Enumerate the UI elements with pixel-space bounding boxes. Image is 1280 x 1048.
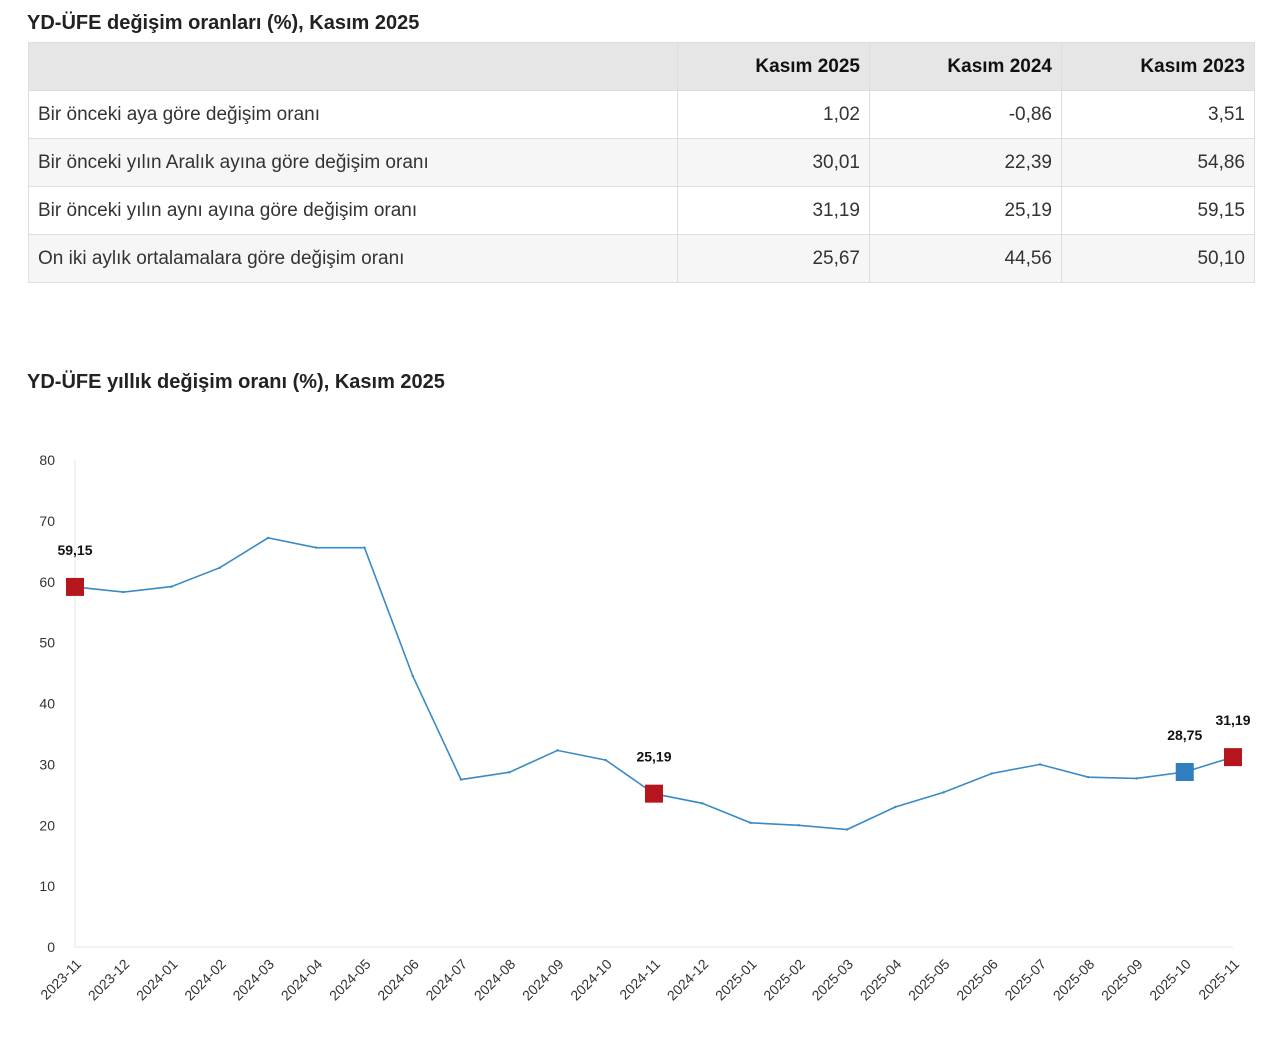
x-tick-label: 2025-07 — [1001, 956, 1049, 1004]
series-point — [1087, 775, 1090, 779]
series-point — [749, 821, 752, 825]
y-tick-label: 20 — [39, 817, 55, 833]
data-label: 25,19 — [636, 749, 671, 765]
x-tick-label: 2024-05 — [326, 956, 374, 1004]
x-tick-label: 2025-04 — [857, 956, 905, 1004]
data-label: 59,15 — [57, 542, 92, 558]
table-cell: 59,15 — [1061, 186, 1255, 235]
table-cell: 22,39 — [869, 138, 1062, 187]
y-tick-label: 40 — [39, 696, 55, 712]
series-point — [701, 802, 704, 805]
x-tick-label: 2024-11 — [616, 956, 663, 1003]
header-cell-kasim-2025: Kasım 2025 — [677, 42, 870, 91]
table-cell: 3,51 — [1061, 90, 1255, 139]
series-point — [411, 674, 414, 678]
series-point — [604, 758, 607, 762]
y-tick-label: 10 — [39, 878, 55, 894]
row-label: Bir önceki yılın Aralık ayına göre değiş… — [28, 138, 678, 187]
x-tick-label: 2024-07 — [422, 956, 470, 1004]
y-tick-label: 70 — [39, 513, 55, 529]
table-row: Bir önceki aya göre değişim oranı 1,02 -… — [28, 90, 1255, 139]
series-point — [556, 749, 559, 752]
x-tick-label: 2025-10 — [1146, 956, 1194, 1004]
highlight-marker — [1224, 748, 1242, 767]
highlight-marker — [1175, 762, 1194, 781]
y-tick-label: 30 — [39, 756, 55, 772]
x-tick-label: 2025-01 — [712, 956, 760, 1004]
x-tick-label: 2024-06 — [374, 956, 422, 1004]
row-label: Bir önceki yılın aynı ayına göre değişim… — [28, 186, 678, 235]
y-tick-label: 80 — [39, 452, 55, 468]
rates-table: Kasım 2025 Kasım 2024 Kasım 2023 Bir önc… — [28, 42, 1255, 283]
table-cell: 25,19 — [869, 186, 1062, 235]
x-tick-label: 2024-03 — [229, 956, 277, 1004]
table-cell: 25,67 — [677, 234, 870, 283]
row-label: On iki aylık ortalamalara göre değişim o… — [28, 234, 678, 283]
x-tick-label: 2025-03 — [808, 956, 856, 1004]
table-row: Bir önceki yılın aynı ayına göre değişim… — [28, 186, 1255, 235]
x-tick-label: 2025-11 — [1195, 956, 1242, 1003]
table-cell: 54,86 — [1061, 138, 1255, 187]
x-tick-label: 2024-10 — [567, 956, 615, 1004]
series-point — [990, 772, 993, 775]
x-tick-label: 2023-12 — [85, 956, 133, 1004]
series-point — [845, 828, 849, 831]
x-tick-label: 2025-09 — [1098, 956, 1146, 1004]
series-point — [266, 536, 270, 540]
header-cell-kasim-2023: Kasım 2023 — [1061, 42, 1255, 91]
x-tick-label: 2024-08 — [471, 956, 519, 1004]
table-title: YD-ÜFE değişim oranları (%), Kasım 2025 — [27, 12, 420, 34]
table-row: On iki aylık ortalamalara göre değişim o… — [28, 234, 1255, 283]
x-tick-label: 2024-01 — [133, 956, 181, 1004]
y-tick-label: 60 — [39, 574, 55, 590]
table-cell: 50,10 — [1061, 234, 1255, 283]
x-tick-label: 2024-04 — [278, 956, 326, 1004]
x-tick-label: 2025-08 — [1050, 956, 1098, 1004]
y-tick-label: 50 — [39, 635, 55, 651]
series-point — [1135, 777, 1138, 780]
series-point — [797, 824, 800, 827]
highlight-marker — [66, 577, 84, 596]
series-point — [894, 805, 897, 809]
header-cell-empty — [28, 42, 678, 91]
row-label: Bir önceki aya göre değişim oranı — [28, 90, 678, 139]
x-tick-label: 2025-02 — [760, 956, 808, 1004]
table-cell: 44,56 — [869, 234, 1062, 283]
x-tick-label: 2025-06 — [953, 956, 1001, 1004]
series-point — [170, 585, 173, 588]
table-header-row: Kasım 2025 Kasım 2024 Kasım 2023 — [28, 42, 1255, 91]
series-point — [942, 791, 945, 794]
table-cell: 31,19 — [677, 186, 870, 235]
data-label: 31,19 — [1215, 712, 1250, 728]
x-tick-label: 2025-05 — [905, 956, 953, 1004]
highlight-marker — [645, 784, 663, 803]
chart-title: YD-ÜFE yıllık değişim oranı (%), Kasım 2… — [27, 371, 445, 393]
x-tick-label: 2024-09 — [519, 956, 567, 1004]
series-point — [1038, 763, 1042, 766]
table-cell: -0,86 — [869, 90, 1062, 139]
x-tick-label: 2024-02 — [181, 956, 229, 1004]
series-point — [363, 546, 366, 549]
series-point — [218, 566, 221, 569]
series-point — [315, 546, 318, 549]
table-cell: 30,01 — [677, 138, 870, 187]
y-tick-label: 0 — [47, 939, 55, 955]
header-cell-kasim-2024: Kasım 2024 — [869, 42, 1062, 91]
series-point — [459, 778, 463, 781]
series-point — [122, 590, 125, 594]
x-tick-label: 2024-12 — [664, 956, 712, 1004]
series-point — [508, 771, 511, 774]
data-label: 28,75 — [1167, 727, 1202, 743]
x-tick-label: 2023-11 — [37, 956, 84, 1003]
table-row: Bir önceki yılın Aralık ayına göre değiş… — [28, 138, 1255, 187]
table-cell: 1,02 — [677, 90, 870, 139]
